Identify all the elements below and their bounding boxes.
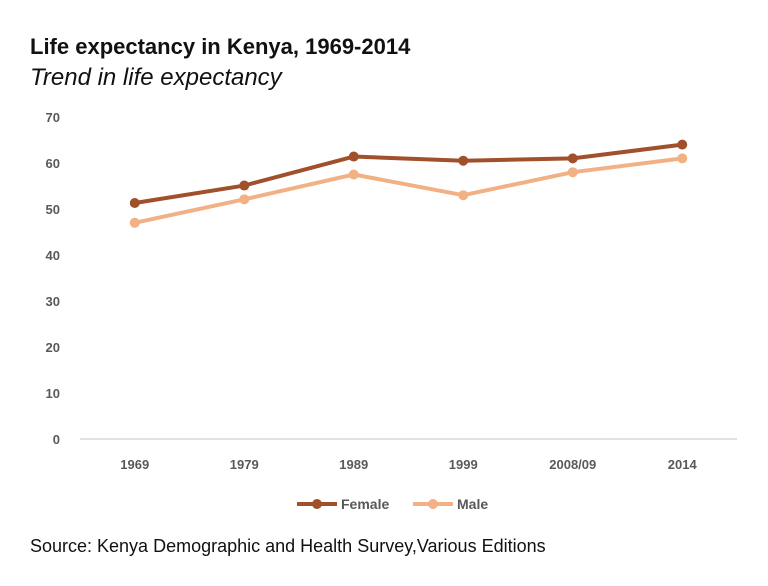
female-point [567,153,578,164]
male-point [458,190,469,201]
x-axis-ticks: 1969 1979 1989 1999 2008/09 2014 [120,457,697,472]
legend: Female Male [297,496,488,512]
y-tick-label: 40 [46,248,60,263]
y-tick-label: 20 [46,340,60,355]
x-tick-label: 1989 [339,457,368,472]
legend-item-female: Female [297,496,389,512]
legend-swatch-marker [428,499,438,509]
female-point [458,155,469,166]
chart-title: Life expectancy in Kenya, 1969-2014 [30,34,411,59]
series-layer [129,139,688,228]
female-point [129,198,140,209]
male-point [129,217,140,228]
x-tick-label: 1969 [120,457,149,472]
y-tick-label: 50 [46,202,60,217]
male-point [348,169,359,180]
legend-swatch-marker [312,499,322,509]
male-point [567,167,578,178]
y-axis-ticks: 0 10 20 30 40 50 60 70 [46,110,60,447]
female-point [239,180,250,191]
x-tick-label: 1979 [230,457,259,472]
series-male [129,153,688,228]
line-chart: 0 10 20 30 40 50 60 70 1969 1979 1989 1999 2008/09 2… [46,110,737,512]
legend-label: Female [341,496,389,512]
legend-item-male: Male [413,496,488,512]
y-tick-label: 60 [46,156,60,171]
series-female [129,139,688,209]
female-line [132,142,685,206]
chart-subtitle: Trend in life expectancy [30,64,282,91]
x-tick-label: 1999 [449,457,478,472]
female-point [348,151,359,162]
y-tick-label: 10 [46,386,60,401]
male-point [239,194,250,205]
y-tick-label: 0 [53,432,60,447]
y-tick-label: 30 [46,294,60,309]
x-tick-label: 2008/09 [549,457,596,472]
male-line [132,156,685,225]
male-point [677,153,688,164]
female-point [677,139,688,150]
y-tick-label: 70 [46,110,60,125]
x-tick-label: 2014 [668,457,698,472]
source-note: Source: Kenya Demographic and Health Sur… [30,536,546,556]
legend-label: Male [457,496,488,512]
